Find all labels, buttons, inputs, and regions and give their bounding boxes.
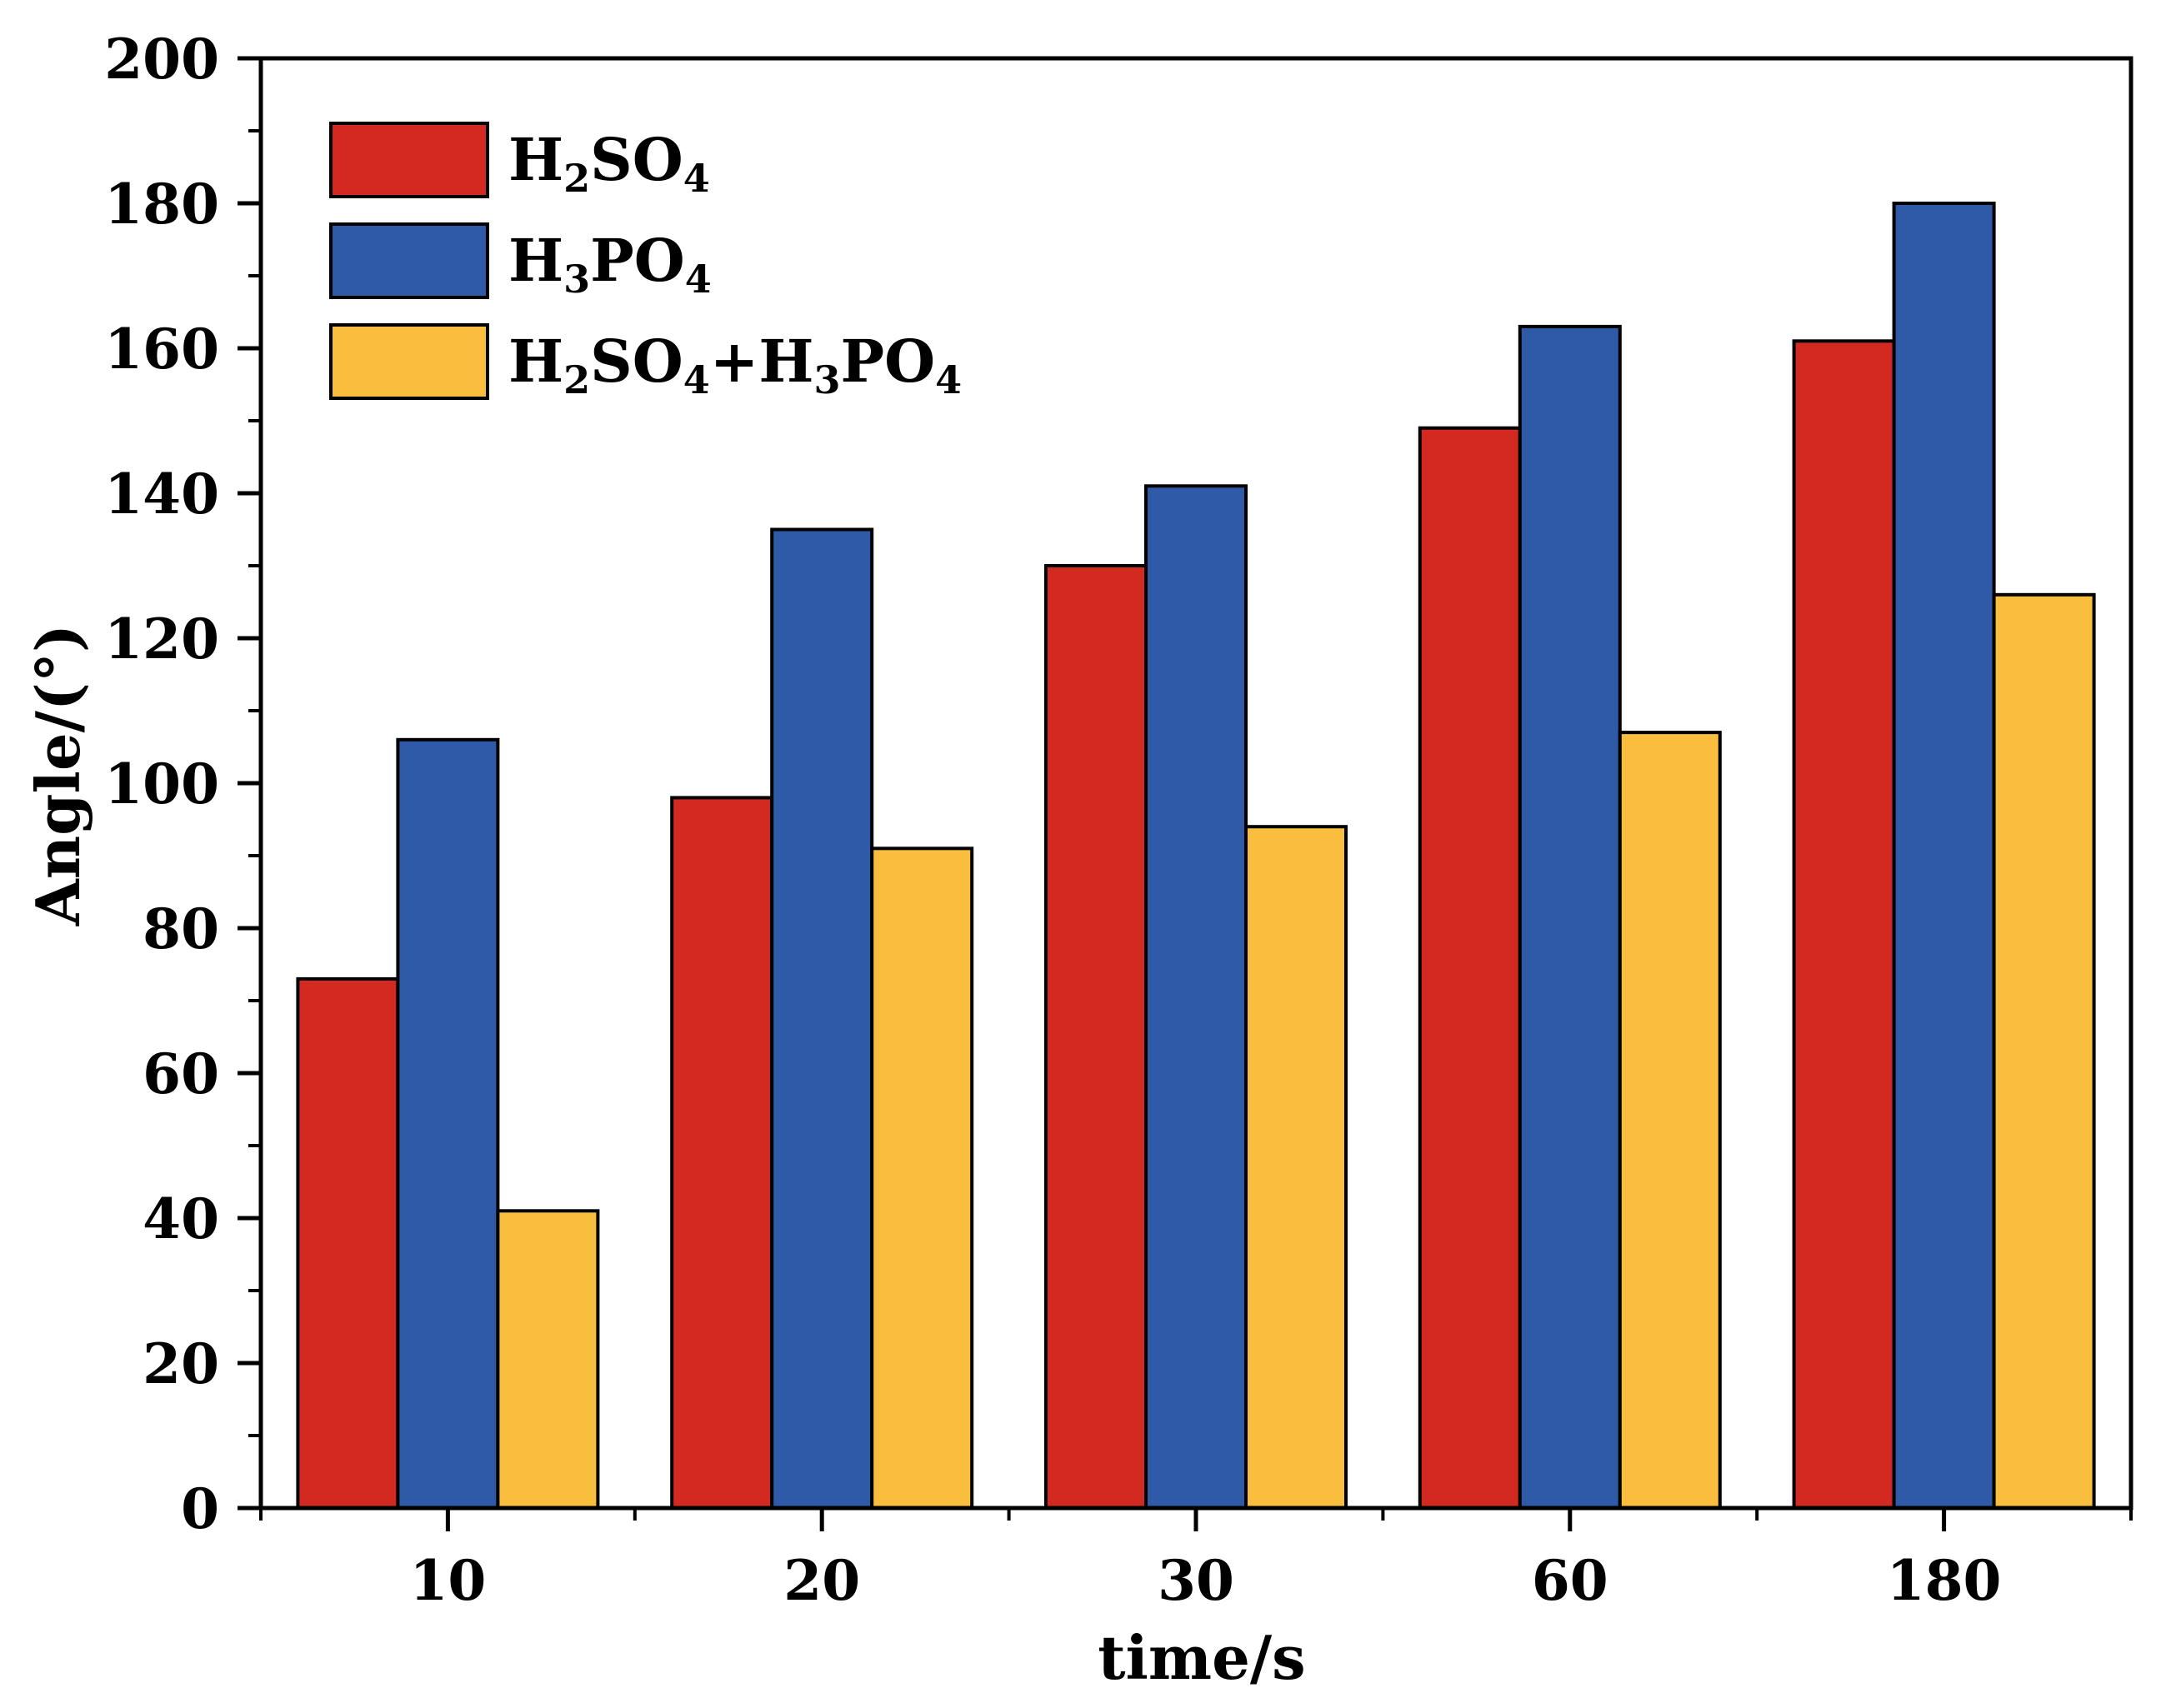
bar-h2so4-h3po4-20 <box>870 847 974 1510</box>
bar-h2so4-h3po4-10 <box>496 1209 600 1511</box>
y-tick-label: 100 <box>104 752 219 817</box>
x-tick-label: 60 <box>1532 1548 1608 1613</box>
bar-h2so4-20 <box>670 796 774 1510</box>
legend-label: H2SO4+H3PO4 <box>508 327 962 402</box>
bar-h2so4-10 <box>296 976 400 1510</box>
bars-layer <box>296 202 2096 1511</box>
legend-swatch <box>329 122 489 198</box>
bar-h2so4-180 <box>1792 339 1896 1510</box>
bar-h2so4-h3po4-180 <box>1992 592 2096 1510</box>
y-tick-label: 120 <box>104 607 219 672</box>
y-tick-label: 160 <box>104 317 219 382</box>
x-tick-label: 20 <box>783 1548 860 1613</box>
bar-h3po4-20 <box>770 527 874 1510</box>
y-tick-label: 140 <box>104 462 219 527</box>
y-tick-label: 200 <box>104 27 219 92</box>
legend: H2SO4 H3PO4 H2SO4+H3PO4 <box>329 122 962 402</box>
y-tick-label: 0 <box>181 1476 219 1541</box>
x-tick-label: 30 <box>1158 1548 1234 1613</box>
bar-h2so4-60 <box>1418 426 1522 1511</box>
y-axis-label: Angle/(°) <box>23 624 93 926</box>
x-tick-label: 10 <box>409 1548 486 1613</box>
y-tick-label: 20 <box>143 1331 219 1396</box>
bar-h2so4-h3po4-30 <box>1244 825 1348 1510</box>
y-tick-label: 180 <box>104 172 219 237</box>
bar-h3po4-30 <box>1144 484 1248 1510</box>
bar-h2so4-30 <box>1044 564 1148 1510</box>
y-tick-label: 40 <box>143 1186 219 1251</box>
y-tick-label: 60 <box>143 1041 219 1106</box>
bar-h3po4-10 <box>396 737 500 1510</box>
legend-label: H2SO4 <box>508 125 710 201</box>
axes-layer: 0 20 40 60 80 100 120 140 160 180 200 10 20 30 60 180 <box>104 27 2133 1613</box>
y-tick-label: 80 <box>143 896 219 961</box>
legend-label: H3PO4 <box>508 226 712 302</box>
bar-h2so4-h3po4-60 <box>1618 731 1722 1510</box>
bar-h3po4-60 <box>1518 324 1622 1510</box>
legend-swatch <box>329 323 489 400</box>
legend-swatch <box>329 222 489 299</box>
x-tick-label: 180 <box>1887 1548 2002 1613</box>
bar-h3po4-180 <box>1892 202 1996 1510</box>
x-axis-label: time/s <box>1098 1622 1305 1693</box>
